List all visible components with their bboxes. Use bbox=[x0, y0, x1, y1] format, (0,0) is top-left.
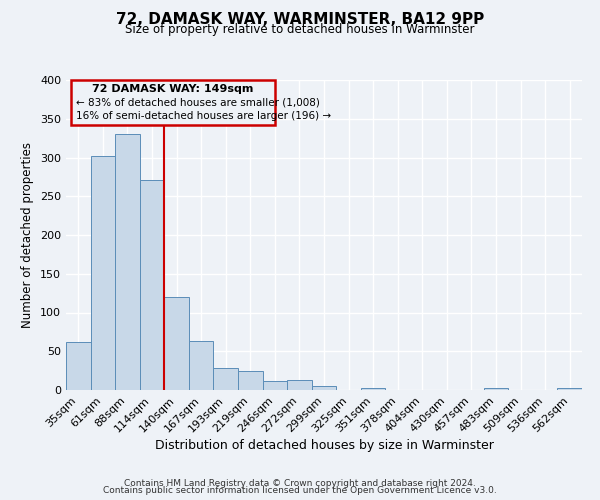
Y-axis label: Number of detached properties: Number of detached properties bbox=[22, 142, 34, 328]
Bar bbox=[312, 386, 336, 390]
Bar bbox=[140, 180, 164, 390]
FancyBboxPatch shape bbox=[71, 80, 275, 125]
Bar bbox=[115, 134, 140, 390]
Bar bbox=[484, 388, 508, 390]
Text: Size of property relative to detached houses in Warminster: Size of property relative to detached ho… bbox=[125, 22, 475, 36]
Text: 72 DAMASK WAY: 149sqm: 72 DAMASK WAY: 149sqm bbox=[92, 84, 254, 94]
Bar bbox=[214, 368, 238, 390]
Bar bbox=[263, 382, 287, 390]
Bar bbox=[91, 156, 115, 390]
X-axis label: Distribution of detached houses by size in Warminster: Distribution of detached houses by size … bbox=[155, 440, 493, 452]
Bar bbox=[189, 341, 214, 390]
Bar bbox=[361, 388, 385, 390]
Text: ← 83% of detached houses are smaller (1,008): ← 83% of detached houses are smaller (1,… bbox=[76, 98, 320, 108]
Text: Contains public sector information licensed under the Open Government Licence v3: Contains public sector information licen… bbox=[103, 486, 497, 495]
Bar bbox=[164, 297, 189, 390]
Bar bbox=[66, 342, 91, 390]
Text: 72, DAMASK WAY, WARMINSTER, BA12 9PP: 72, DAMASK WAY, WARMINSTER, BA12 9PP bbox=[116, 12, 484, 28]
Bar bbox=[557, 388, 582, 390]
Bar bbox=[287, 380, 312, 390]
Text: Contains HM Land Registry data © Crown copyright and database right 2024.: Contains HM Land Registry data © Crown c… bbox=[124, 478, 476, 488]
Bar bbox=[238, 372, 263, 390]
Text: 16% of semi-detached houses are larger (196) →: 16% of semi-detached houses are larger (… bbox=[76, 111, 331, 121]
